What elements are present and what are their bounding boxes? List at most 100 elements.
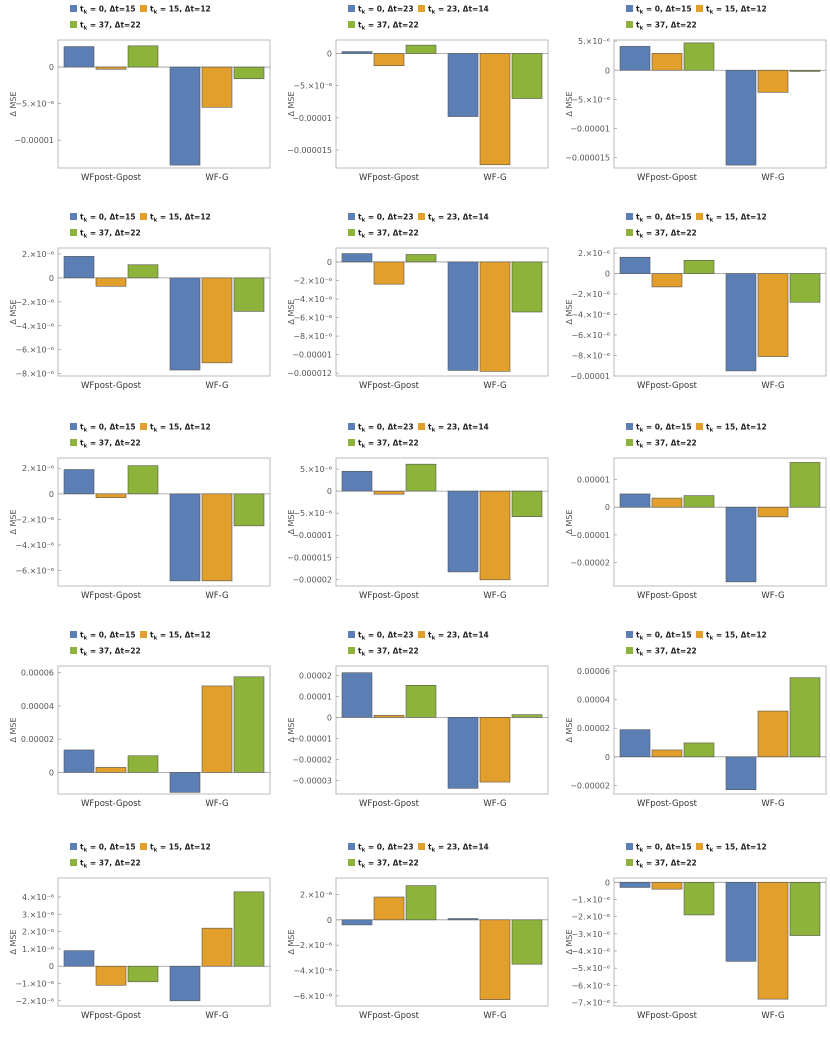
plot-frame xyxy=(335,877,549,1007)
y-axis: 2.×10⁻⁶ 0 −2.×10⁻⁶ −4.×10⁻⁶ −6.×10⁻⁶ −8.×10⁻⁶ xyxy=(15,250,61,379)
y-tick-label: 0.00002 xyxy=(577,724,610,733)
bars xyxy=(63,465,265,582)
legend: tk = 0, Δt=15 tk = 15, Δt=12 tk = 37, Δt=2… xyxy=(70,631,211,658)
legend-swatch xyxy=(696,213,703,220)
bar-orange xyxy=(651,53,683,71)
y-tick-label: 0 xyxy=(605,503,610,512)
legend-swatch xyxy=(140,213,147,220)
legend-swatch xyxy=(70,631,77,638)
y-tick-label: 2.×10⁻⁶ xyxy=(22,928,54,937)
legend-swatch xyxy=(626,631,633,638)
bar-chart: tk = 0, Δt=15 tk = 15, Δt=12 tk = 37, Δt=2… xyxy=(9,5,271,183)
legend-entry: tk = 0, Δt=23 xyxy=(358,631,414,642)
bar-green xyxy=(127,264,159,279)
bar-green xyxy=(127,965,159,983)
bar-blue xyxy=(447,261,479,371)
legend-swatch xyxy=(418,5,425,12)
y-tick-label: −0.00001 xyxy=(570,124,610,133)
y-tick-label: 0 xyxy=(327,487,332,496)
bar-orange xyxy=(95,277,127,287)
legend: tk = 0, Δt=23 tk = 23, Δt=14 tk = 37, Δt=2… xyxy=(348,5,489,32)
legend-entry: tk = 37, Δt=22 xyxy=(636,21,697,32)
legend-entry: tk = 0, Δt=15 xyxy=(80,5,136,16)
bar-orange xyxy=(201,493,233,582)
bar-orange xyxy=(373,715,405,718)
legend-entry: tk = 0, Δt=15 xyxy=(636,213,692,224)
legend-entry: tk = 37, Δt=22 xyxy=(358,859,419,870)
y-tick-label: 2.×10⁻⁶ xyxy=(300,890,332,899)
bar-orange xyxy=(479,717,511,783)
legend-entry: tk = 0, Δt=15 xyxy=(80,423,136,434)
bar-green xyxy=(511,919,543,965)
y-tick-label: −2.×10⁻⁶ xyxy=(571,913,610,922)
legend: tk = 0, Δt=15 tk = 15, Δt=12 tk = 37, Δt=2… xyxy=(626,423,767,450)
category-label: WFpost-Gpost xyxy=(81,1011,142,1021)
bar-blue xyxy=(619,46,651,71)
legend-swatch xyxy=(348,843,355,850)
bar-blue xyxy=(63,749,95,773)
y-axis: 2.×10⁻⁶ 0 −2.×10⁻⁶ −4.×10⁻⁶ −6.×10⁻⁶ −8.×10⁻⁶… xyxy=(570,249,617,381)
y-tick-label: 0 xyxy=(327,916,332,925)
bar-green xyxy=(127,465,159,495)
y-axis-label: Δ MSE xyxy=(287,299,296,324)
legend-entry: tk = 37, Δt=22 xyxy=(358,439,419,450)
legend-swatch xyxy=(626,423,633,430)
legend-swatch xyxy=(70,859,77,866)
bar-chart: tk = 0, Δt=15 tk = 15, Δt=12 tk = 37, Δt=2… xyxy=(565,213,827,391)
y-tick-label: −0.00001 xyxy=(14,136,54,145)
bar-orange xyxy=(479,490,511,581)
chart-panel-9: tk = 0, Δt=15 tk = 15, Δt=12 tk = 37, Δt=2… xyxy=(556,418,828,622)
y-tick-label: 0.00001 xyxy=(577,476,610,485)
y-tick-label: −4.×10⁻⁶ xyxy=(571,947,610,956)
bar-green xyxy=(789,462,821,508)
y-tick-label: −3.×10⁻⁶ xyxy=(571,930,610,939)
category-label: WFpost-Gpost xyxy=(359,799,420,809)
bar-green xyxy=(683,881,715,916)
y-axis: 2.×10⁻⁶ 0 −2.×10⁻⁶ −4.×10⁻⁶ −6.×10⁻⁶ xyxy=(293,890,339,1001)
bar-orange xyxy=(201,685,233,773)
y-tick-label: 0 xyxy=(605,66,610,75)
legend-swatch xyxy=(418,631,425,638)
chart-panel-2: tk = 0, Δt=23 tk = 23, Δt=14 tk = 37, Δt=2… xyxy=(278,0,550,204)
y-axis: 2.×10⁻⁶ 0 −2.×10⁻⁶ −4.×10⁻⁶ −6.×10⁻⁶ xyxy=(15,464,61,576)
bar-green xyxy=(405,885,437,921)
legend-entry: tk = 23, Δt=14 xyxy=(428,843,489,854)
legend-swatch xyxy=(626,5,633,12)
bar-blue xyxy=(447,53,479,117)
y-tick-label: −5.×10⁻⁶ xyxy=(293,509,332,518)
y-tick-label: −0.00001 xyxy=(292,531,332,540)
y-tick-label: −0.00002 xyxy=(570,781,610,790)
y-tick-label: −0.00002 xyxy=(570,559,610,568)
y-tick-label: 4.×10⁻⁶ xyxy=(22,893,54,902)
y-tick-label: 1.×10⁻⁶ xyxy=(22,945,54,954)
legend-swatch xyxy=(626,439,633,446)
legend-entry: tk = 15, Δt=12 xyxy=(706,843,767,854)
bar-orange xyxy=(651,497,683,508)
y-tick-label: −4.×10⁻⁶ xyxy=(15,322,54,331)
legend-entry: tk = 15, Δt=12 xyxy=(706,631,767,642)
bar-blue xyxy=(725,756,757,791)
y-axis: 0.00002 0.00001 0 −0.00001 −0.00002 −0.00003 xyxy=(292,671,339,785)
bar-blue xyxy=(63,256,95,279)
legend-swatch xyxy=(70,5,77,12)
y-tick-label: −8.×10⁻⁶ xyxy=(293,332,332,341)
bar-orange xyxy=(95,493,127,498)
bar-orange xyxy=(757,69,789,93)
bar-chart: tk = 0, Δt=23 tk = 23, Δt=14 tk = 37, Δt=2… xyxy=(287,423,549,601)
category-label: WFpost-Gpost xyxy=(81,173,142,183)
y-tick-label: 5.×10⁻⁶ xyxy=(300,465,332,474)
plot-frame xyxy=(335,39,549,169)
plot-frame xyxy=(613,665,827,795)
bars xyxy=(619,42,821,166)
y-tick-label: −1.×10⁻⁶ xyxy=(15,980,54,989)
bar-green xyxy=(789,881,821,936)
bar-green xyxy=(127,755,159,773)
legend: tk = 0, Δt=15 tk = 15, Δt=12 tk = 37, Δt=2… xyxy=(70,213,211,240)
y-axis-label: Δ MSE xyxy=(287,509,296,534)
bar-green xyxy=(683,42,715,71)
y-axis: 0.00006 0.00004 0.00002 0 −0.00002 xyxy=(570,667,617,790)
legend-entry: tk = 15, Δt=12 xyxy=(150,843,211,854)
category-label: WFpost-Gpost xyxy=(359,1011,420,1021)
legend-entry: tk = 0, Δt=15 xyxy=(636,631,692,642)
plot-frame xyxy=(613,247,827,377)
